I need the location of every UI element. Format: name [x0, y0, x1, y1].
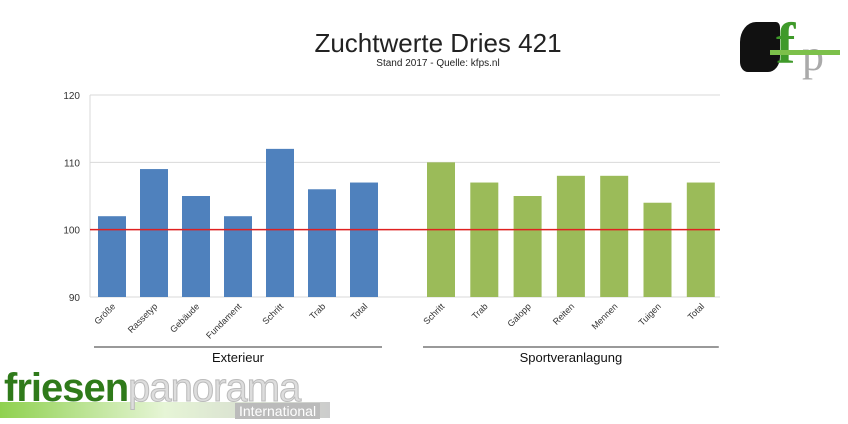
bar	[98, 216, 126, 297]
bar	[350, 182, 378, 297]
y-tick-label: 100	[63, 226, 80, 237]
x-tick-label: Galopp	[505, 301, 533, 329]
x-tick-label: Gebäude	[168, 301, 201, 334]
x-tick-label: Reiten	[551, 301, 576, 326]
logo-part1: friesen	[4, 366, 129, 410]
x-tick-label: Mennen	[590, 301, 620, 331]
x-tick-label: Trab	[307, 301, 327, 321]
group-label: Exterieur	[212, 350, 265, 365]
y-tick-label: 120	[63, 91, 80, 102]
bar	[513, 196, 542, 297]
bar	[224, 216, 252, 297]
x-tick-label: Größe	[92, 301, 117, 326]
x-tick-label: Schritt	[260, 301, 285, 326]
y-tick-label: 90	[69, 293, 81, 304]
x-tick-label: Schritt	[421, 301, 446, 326]
group-label: Sportveranlagung	[520, 350, 623, 365]
bar	[308, 189, 336, 297]
chart-subtitle: Stand 2017 - Quelle: kfps.nl	[376, 58, 500, 69]
bar	[643, 202, 672, 297]
x-tick-label: Total	[349, 301, 370, 322]
x-tick-label: Tuigen	[637, 301, 663, 327]
y-tick-label: 110	[64, 158, 80, 169]
bar	[556, 175, 585, 297]
x-tick-label: Total	[686, 301, 707, 322]
x-tick-label: Trab	[470, 301, 490, 321]
chart-title: Zuchtwerte Dries 421	[314, 28, 562, 58]
logo-international: International	[235, 403, 321, 419]
x-tick-label: Fundament	[204, 301, 244, 341]
bar	[600, 175, 629, 297]
bar	[686, 182, 715, 297]
kfp-logo: f p	[740, 10, 840, 80]
bar	[266, 148, 294, 297]
bar	[182, 196, 210, 297]
bar	[470, 182, 499, 297]
bar	[140, 169, 168, 297]
x-tick-label: Rassetyp	[126, 301, 160, 335]
